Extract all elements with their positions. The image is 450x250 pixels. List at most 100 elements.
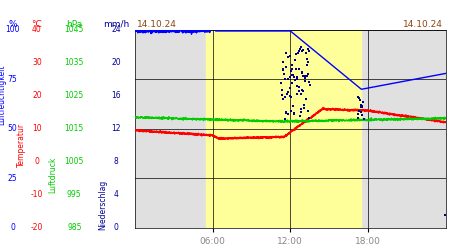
Point <box>357 110 364 114</box>
Point <box>359 100 366 104</box>
Text: 0: 0 <box>35 157 39 166</box>
Point <box>296 49 303 53</box>
Point <box>297 45 305 49</box>
Point <box>358 113 365 117</box>
Point <box>297 47 304 51</box>
Point <box>279 68 287 72</box>
Point <box>356 109 363 113</box>
Point <box>303 74 310 78</box>
Point <box>279 67 286 71</box>
Point <box>288 67 295 71</box>
Point <box>293 75 300 79</box>
Point <box>301 74 308 78</box>
Point <box>282 50 289 54</box>
Text: 1045: 1045 <box>64 26 84 35</box>
Text: 75: 75 <box>8 75 18 84</box>
Text: 14.10.24: 14.10.24 <box>137 20 177 29</box>
Text: Luftfeuchtigkeit: Luftfeuchtigkeit <box>0 65 6 125</box>
Point <box>294 77 301 81</box>
Point <box>284 92 291 96</box>
Text: 1005: 1005 <box>64 157 84 166</box>
Text: -10: -10 <box>31 190 43 199</box>
Point <box>288 63 296 67</box>
Point <box>286 54 293 58</box>
Point <box>298 110 305 114</box>
Point <box>354 95 361 99</box>
Point <box>299 48 306 52</box>
Point <box>284 90 292 94</box>
Point <box>359 104 366 108</box>
Text: 25: 25 <box>8 174 18 182</box>
Point <box>281 94 288 98</box>
Text: 10: 10 <box>32 124 42 133</box>
Point <box>302 96 310 100</box>
Point <box>300 74 307 78</box>
Point <box>290 75 297 79</box>
Text: °C: °C <box>32 20 42 29</box>
Text: 50: 50 <box>8 124 18 133</box>
Point <box>441 213 449 217</box>
Text: 30: 30 <box>32 58 42 68</box>
Point <box>295 66 302 70</box>
Point <box>355 116 362 120</box>
Text: 985: 985 <box>67 223 81 232</box>
Text: 14.10.24: 14.10.24 <box>403 20 443 29</box>
Text: 20: 20 <box>32 91 42 100</box>
Point <box>289 73 296 77</box>
Text: 995: 995 <box>67 190 81 199</box>
Point <box>281 72 288 76</box>
Point <box>284 112 292 116</box>
Point <box>300 89 307 93</box>
Text: 16: 16 <box>111 91 121 100</box>
Text: 8: 8 <box>114 157 118 166</box>
Point <box>300 106 307 110</box>
Point <box>298 88 305 92</box>
Text: 100: 100 <box>5 26 20 35</box>
Point <box>293 92 301 96</box>
Point <box>306 49 313 53</box>
Point <box>290 110 297 114</box>
Point <box>357 98 364 102</box>
Point <box>286 86 293 90</box>
Text: Temperatur: Temperatur <box>17 123 26 167</box>
Point <box>305 109 312 113</box>
Point <box>305 116 312 119</box>
Point <box>301 103 308 107</box>
Point <box>290 104 297 108</box>
Text: mm/h: mm/h <box>103 20 129 29</box>
Point <box>280 96 287 100</box>
Text: 20: 20 <box>111 58 121 68</box>
Point <box>298 70 306 74</box>
Point <box>285 90 292 94</box>
Point <box>281 117 288 121</box>
Point <box>291 112 298 116</box>
Text: 1025: 1025 <box>65 91 84 100</box>
Point <box>283 64 290 68</box>
Text: 0: 0 <box>114 223 118 232</box>
Point <box>299 49 306 53</box>
Point <box>358 104 365 108</box>
Point <box>360 116 367 120</box>
Point <box>283 111 290 115</box>
Text: Luftdruck: Luftdruck <box>49 157 58 193</box>
Point <box>302 78 309 82</box>
Point <box>358 103 365 107</box>
Point <box>304 72 311 76</box>
Point <box>441 213 448 217</box>
Text: Niederschlag: Niederschlag <box>98 180 107 230</box>
Text: 4: 4 <box>114 190 118 199</box>
Text: hPa: hPa <box>66 20 82 29</box>
Point <box>288 82 296 86</box>
Point <box>292 58 299 62</box>
Point <box>287 94 294 98</box>
Text: 1015: 1015 <box>65 124 84 133</box>
Point <box>284 56 291 60</box>
Point <box>355 112 362 116</box>
Point <box>287 75 294 79</box>
Point <box>358 105 365 109</box>
Point <box>303 62 310 66</box>
Point <box>279 93 286 97</box>
Point <box>287 69 294 73</box>
Point <box>279 97 286 101</box>
Point <box>283 110 290 114</box>
